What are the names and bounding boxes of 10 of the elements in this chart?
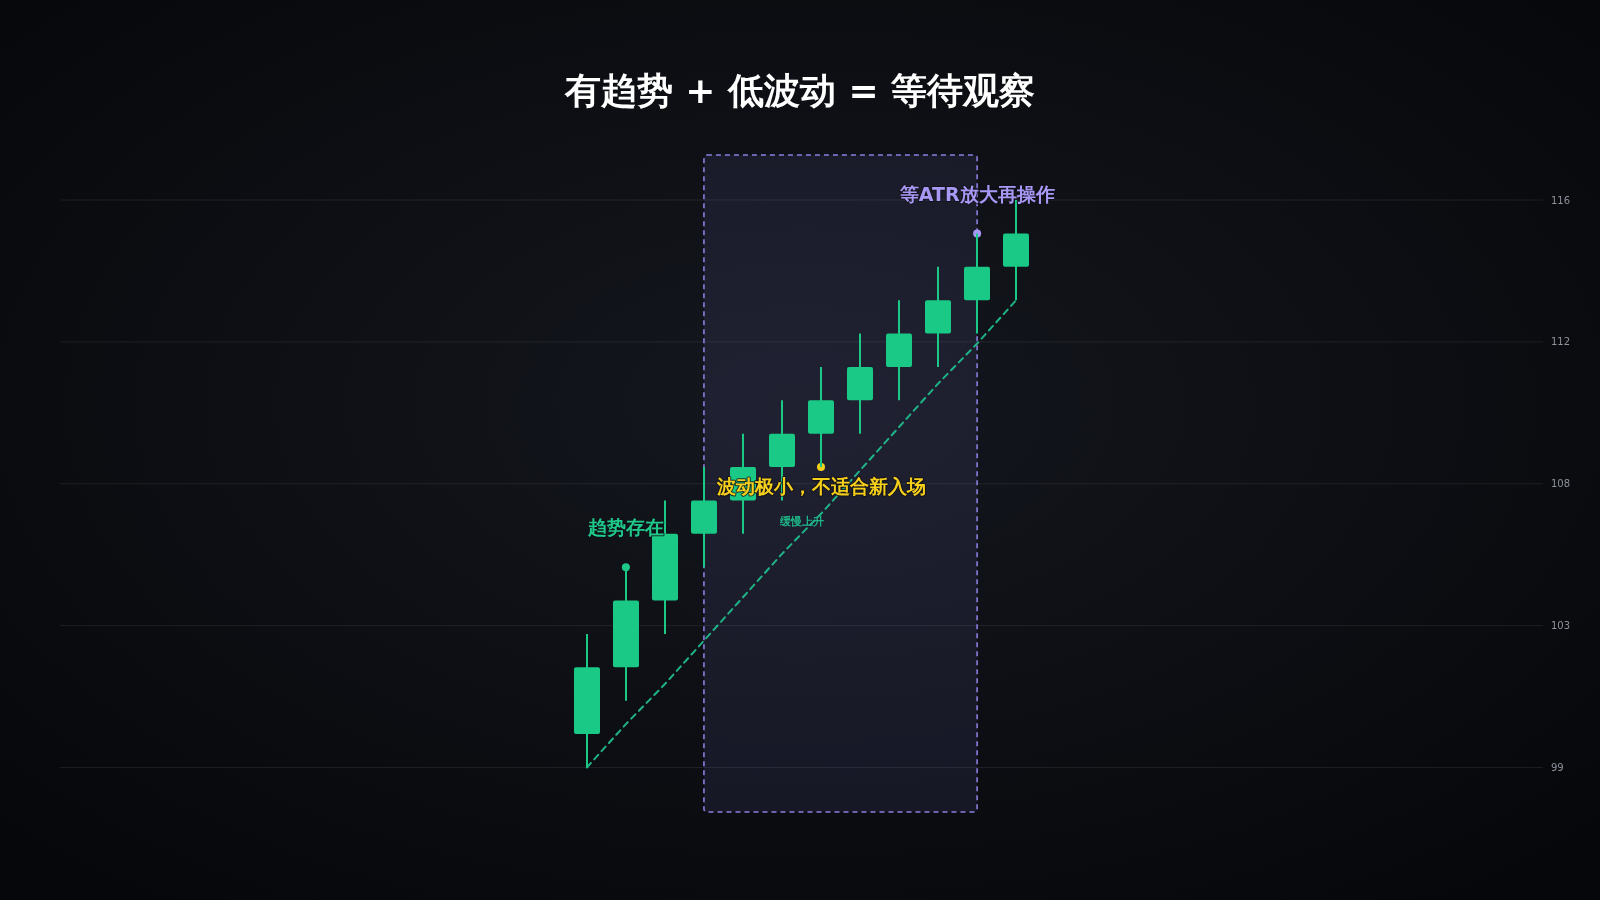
line-series — [585, 299, 1018, 769]
y-tick-label: 99 — [1551, 762, 1564, 773]
series-label: 缓慢上升 — [778, 515, 824, 529]
annotation: 等ATR放大再操作 — [898, 183, 1055, 206]
y-tick-label: 103 — [1551, 620, 1571, 632]
chart-title: 有趋势 + 低波动 = 等待观察 — [563, 69, 1036, 111]
y-tick-label: 112 — [1551, 336, 1571, 348]
point — [621, 563, 630, 572]
y-tick-label: 108 — [1551, 478, 1571, 490]
y-tick-label: 116 — [1551, 194, 1571, 206]
